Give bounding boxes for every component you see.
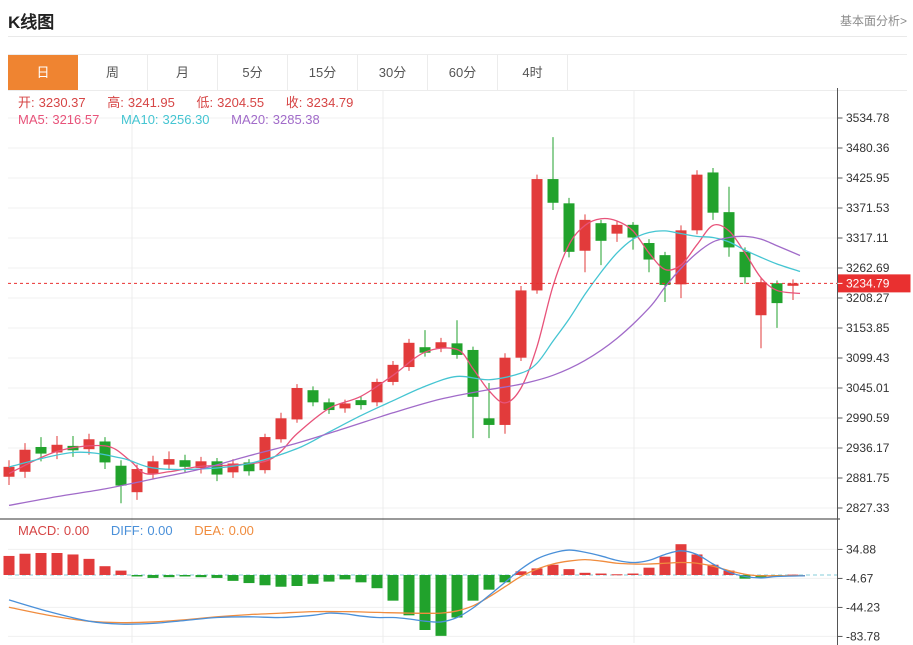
diff-line [8, 549, 806, 625]
tab-7[interactable]: 4时 [498, 55, 568, 90]
main-axis-label: 2936.17 [846, 441, 890, 455]
header-divider [8, 36, 907, 37]
price-badge-value: 3234.79 [846, 276, 890, 290]
ma5-line [8, 217, 801, 475]
main-axis-label: 3317.11 [846, 231, 889, 245]
main-axis-label: 2881.75 [846, 471, 890, 485]
macd-axis-label: 34.88 [846, 542, 876, 556]
main-axis-label: 3153.85 [846, 321, 890, 335]
main-axis-label: 3099.43 [846, 351, 890, 365]
ma10-line [8, 230, 801, 471]
main-axis-label: 3480.36 [846, 141, 890, 155]
price-badge [838, 274, 911, 293]
tab-5[interactable]: 30分 [358, 55, 428, 90]
page-title: K线图 [8, 13, 55, 32]
kline-chart-canvas[interactable]: 3534.78 3480.36 3425.95 3371.53 3317.11 3262.… [0, 88, 913, 645]
macd-axis-label: -83.78 [846, 629, 880, 643]
ma20-line [8, 235, 801, 507]
fundamental-analysis-link[interactable]: 基本面分析> [839, 14, 907, 28]
tab-1[interactable]: 周 [78, 55, 148, 90]
period-tabbar: 日周月 5分 15分 30分 60分 4时 [8, 54, 907, 91]
tab-6[interactable]: 60分 [428, 55, 498, 90]
macd-histogram [3, 544, 799, 636]
tab-2[interactable]: 月 [148, 55, 218, 90]
tab-4[interactable]: 15分 [288, 55, 358, 90]
main-axis-label: 3208.27 [846, 291, 890, 305]
tab-3[interactable]: 5分 [218, 55, 288, 90]
macd-axis-label: -44.23 [846, 600, 880, 614]
main-axis-label: 3534.78 [846, 111, 890, 125]
main-axis-label: 3371.53 [846, 201, 890, 215]
main-axis-label: 3262.69 [846, 261, 890, 275]
main-axis-label: 3045.01 [846, 381, 890, 395]
main-axis-label: 2827.33 [846, 501, 890, 515]
main-axis-label: 2990.59 [846, 411, 890, 425]
main-axis-label: 3425.95 [846, 171, 890, 185]
tab-0[interactable]: 日 [8, 55, 78, 90]
macd-axis-label: -4.67 [846, 571, 874, 585]
